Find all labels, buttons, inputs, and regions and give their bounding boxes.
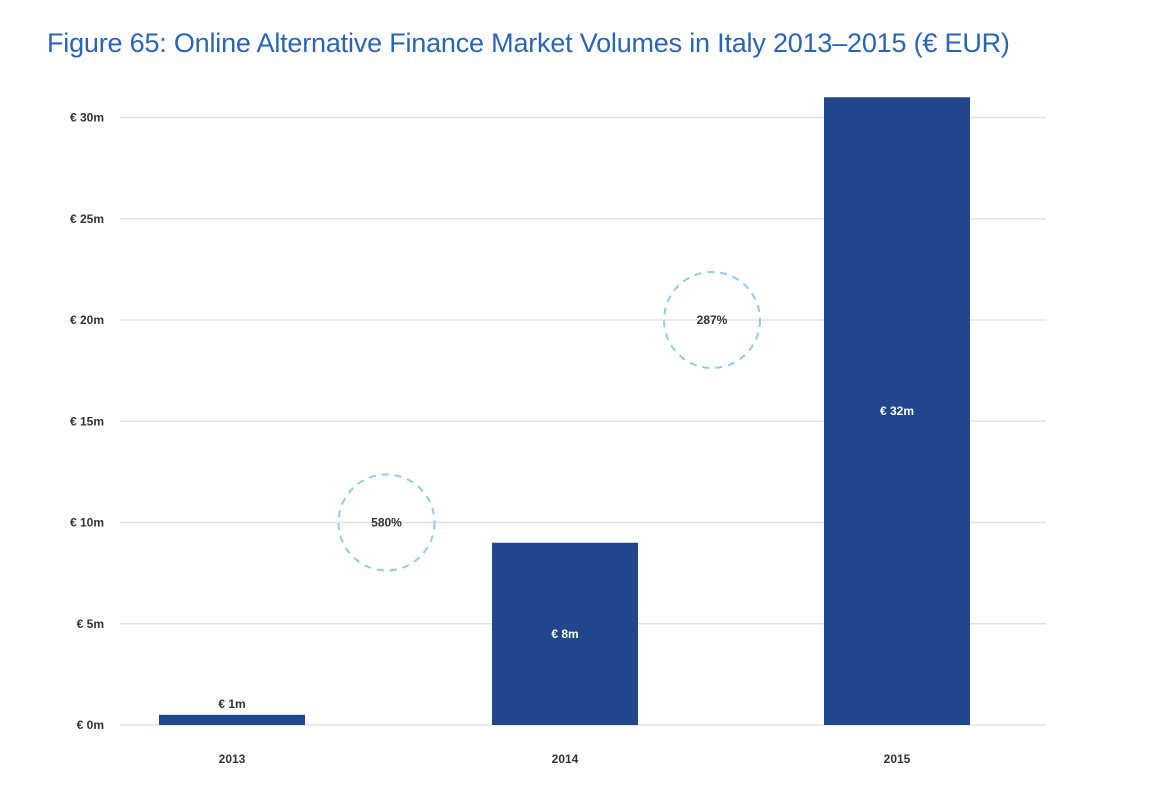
y-tick-label: € 30m: [70, 111, 104, 125]
y-tick-label: € 20m: [70, 313, 104, 327]
bar-2014: [492, 542, 638, 725]
x-tick-label: 2014: [552, 752, 579, 766]
y-tick-label: € 5m: [77, 617, 104, 631]
y-axis-ticks: € 0m € 5m € 10m € 15m € 20m € 25m € 30m: [70, 111, 104, 733]
chart-title: Figure 65: Online Alternative Finance Ma…: [47, 28, 1010, 58]
growth-label: 580%: [371, 516, 402, 530]
x-axis-ticks: 2013 2014 2015: [219, 752, 911, 766]
growth-circle: [337, 473, 436, 572]
bar-2015: [824, 97, 970, 725]
y-tick-label: € 15m: [70, 414, 104, 428]
growth-annotations: 580% 287%: [337, 271, 761, 572]
y-tick-label: € 0m: [77, 718, 104, 732]
growth-label: 287%: [697, 313, 728, 327]
y-tick-label: € 25m: [70, 212, 104, 226]
data-label-2015: € 32m: [880, 404, 914, 418]
data-label-2014: € 8m: [551, 627, 578, 641]
bar-2013: [159, 714, 305, 725]
x-tick-label: 2015: [884, 752, 911, 766]
y-tick-label: € 10m: [70, 516, 104, 530]
bars: € 1m € 8m € 32m: [159, 97, 970, 725]
data-label-2013: € 1m: [218, 697, 245, 711]
growth-circle: [663, 271, 761, 369]
x-tick-label: 2013: [219, 752, 246, 766]
